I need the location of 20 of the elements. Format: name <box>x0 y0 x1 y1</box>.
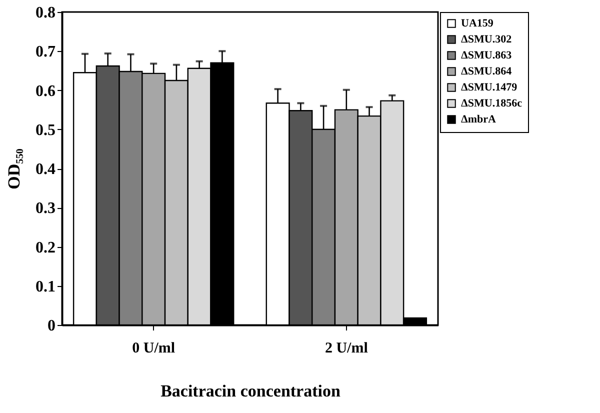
legend-label: ΔSMU.1856c <box>461 98 522 110</box>
x-tick-label: 0 U/ml <box>132 340 176 356</box>
legend-label: ΔSMU.863 <box>461 50 512 62</box>
y-tick-label: 0.4 <box>36 161 56 178</box>
y-tick-label: 0 <box>48 318 56 334</box>
y-tick-label: 0.5 <box>36 122 56 139</box>
legend-label: UA159 <box>461 18 494 30</box>
y-tick-label: 0.2 <box>36 239 56 256</box>
x-axis-title: Bacitracin concentration <box>160 382 341 400</box>
y-axis-title: OD₅₅₀ <box>4 148 24 190</box>
y-tick-label: 0.3 <box>36 200 56 218</box>
y-tick-label: 0.8 <box>36 4 56 22</box>
y-tick-label: 0.1 <box>36 278 56 296</box>
y-tick-label: 0.7 <box>36 44 56 61</box>
legend-label: ΔSMU.1479 <box>461 82 518 94</box>
legend-label: ΔSMU.302 <box>461 34 512 46</box>
legend-label: ΔmbrA <box>461 114 496 126</box>
legend-label: ΔSMU.864 <box>461 66 512 78</box>
x-tick-label: 2 U/ml <box>324 340 368 356</box>
y-tick-label: 0.6 <box>36 82 56 100</box>
